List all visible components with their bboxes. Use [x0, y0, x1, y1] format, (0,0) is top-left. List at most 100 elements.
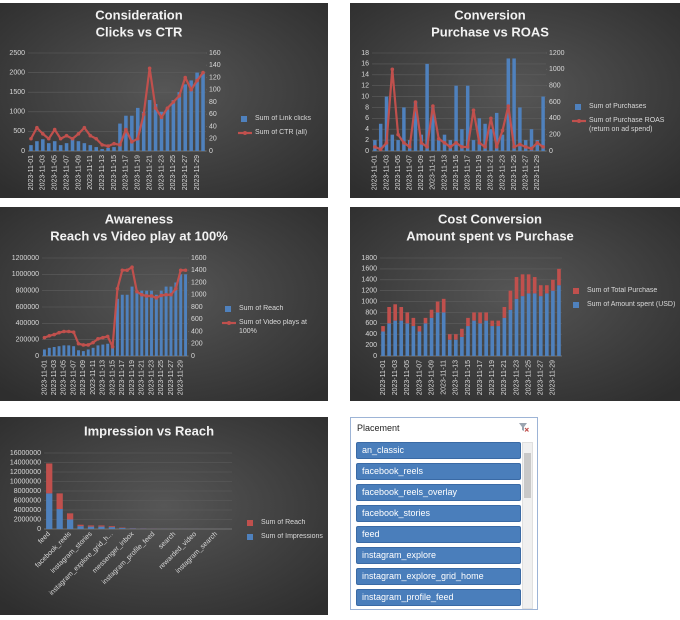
line-marker: [183, 76, 187, 80]
bar-segment: [57, 509, 63, 529]
bar: [130, 116, 134, 151]
line-marker: [142, 112, 146, 116]
y2-tick-label: 40: [209, 123, 217, 130]
y-tick-label: 1800: [361, 255, 377, 262]
y-tick-label: 400000: [16, 320, 39, 327]
bar-segment: [405, 323, 409, 356]
bar-segment: [46, 493, 52, 529]
chart-subtitle: Reach vs Video play at 100%: [50, 228, 228, 243]
bar: [101, 345, 104, 356]
bar-segment: [466, 326, 470, 356]
bar: [112, 147, 116, 151]
slicer-item[interactable]: facebook_reels_overlay: [356, 484, 521, 501]
bar: [89, 145, 93, 151]
scroll-thumb[interactable]: [524, 453, 531, 498]
y-tick-label: 8: [365, 104, 369, 111]
y-tick-label: 800: [365, 309, 377, 316]
line-marker: [201, 71, 205, 75]
bar: [150, 291, 153, 356]
scrollbar[interactable]: [522, 442, 533, 609]
slicer-item[interactable]: feed: [356, 526, 521, 543]
bar: [135, 291, 138, 356]
line-marker: [53, 128, 57, 132]
bar-segment: [533, 277, 537, 293]
bar: [148, 100, 152, 151]
x-tick-label: 2023-11-13: [99, 155, 106, 190]
slicer-item[interactable]: instagram_profile_feed: [356, 589, 521, 606]
bar-segment: [109, 527, 115, 529]
bar-segment: [381, 332, 385, 357]
x-tick-label: 2023-11-27: [523, 155, 530, 190]
slicer-item[interactable]: facebook_reels: [356, 463, 521, 480]
bar-segment: [77, 525, 83, 526]
bar-segment: [509, 310, 513, 356]
bar-segment: [460, 329, 464, 337]
legend-swatch-marker: [577, 119, 581, 123]
bar-segment: [399, 307, 403, 321]
slicer-item[interactable]: instagram_explore: [356, 547, 521, 564]
bar-segment: [387, 323, 391, 356]
x-tick-label: 2023-11-23: [499, 155, 506, 190]
x-tick-label: 2023-11-17: [465, 155, 472, 190]
legend-swatch: [247, 534, 253, 540]
bar: [77, 141, 81, 151]
bar: [83, 143, 87, 151]
bar: [118, 124, 122, 151]
x-tick-label: 2023-11-23: [513, 360, 520, 395]
x-tick-label: 2023-11-21: [501, 360, 508, 395]
bar: [58, 346, 61, 356]
legend-label: Sum of Video plays at 100%: [239, 319, 326, 336]
bar-segment: [557, 285, 561, 356]
x-tick-label: 2023-11-01: [380, 360, 387, 395]
bar-segment: [557, 269, 561, 285]
bar-segment: [448, 340, 452, 356]
bar: [71, 139, 75, 151]
bar-segment: [466, 318, 470, 326]
legend-swatch: [225, 306, 231, 312]
y-tick-label: 14000000: [10, 459, 41, 466]
y2-tick-label: 20: [209, 136, 217, 143]
slicer-item[interactable]: an_classic: [356, 442, 521, 459]
x-tick-label: 2023-11-07: [63, 155, 70, 190]
bar-segment: [119, 528, 125, 529]
line-marker: [96, 337, 100, 341]
line-marker: [385, 141, 389, 145]
bar: [140, 291, 143, 356]
y-tick-label: 0: [373, 353, 377, 360]
line-marker: [189, 88, 193, 92]
bar-segment: [490, 326, 494, 356]
clear-filter-icon[interactable]: [519, 422, 529, 432]
slicer-item[interactable]: facebook_stories: [356, 505, 521, 522]
x-tick-label: 2023-11-07: [407, 155, 414, 190]
y-tick-label: 4000000: [14, 507, 41, 514]
bar: [111, 348, 114, 356]
line-marker: [159, 294, 163, 298]
line-marker: [449, 145, 453, 149]
bar-segment: [442, 312, 446, 356]
x-tick-label: 2023-11-05: [404, 360, 411, 395]
bar: [170, 287, 173, 356]
line-marker: [483, 145, 487, 149]
line-marker: [41, 132, 45, 136]
bar-segment: [478, 323, 482, 356]
bar-segment: [496, 321, 500, 326]
chart-title: Impression vs Reach: [84, 423, 214, 438]
y2-tick-label: 1600: [191, 255, 207, 262]
bar-segment: [503, 307, 507, 318]
slicer-item[interactable]: instagram_explore_grid_home: [356, 568, 521, 585]
line-marker: [524, 145, 528, 149]
bar: [155, 295, 158, 356]
legend-label-box: Sum of Video plays at 100%: [239, 319, 326, 345]
x-tick-label: 2023-11-03: [392, 360, 399, 395]
bar-segment: [88, 527, 94, 529]
y-tick-label: 200: [365, 342, 377, 349]
legend-label-box: Sum of Purchase ROAS (return on ad spend…: [589, 117, 678, 143]
bar-segment: [545, 293, 549, 356]
legend-swatch-marker: [227, 321, 231, 325]
y-tick-label: 16: [361, 61, 369, 68]
bar-segment: [405, 312, 409, 323]
y2-tick-label: 600: [549, 99, 561, 106]
